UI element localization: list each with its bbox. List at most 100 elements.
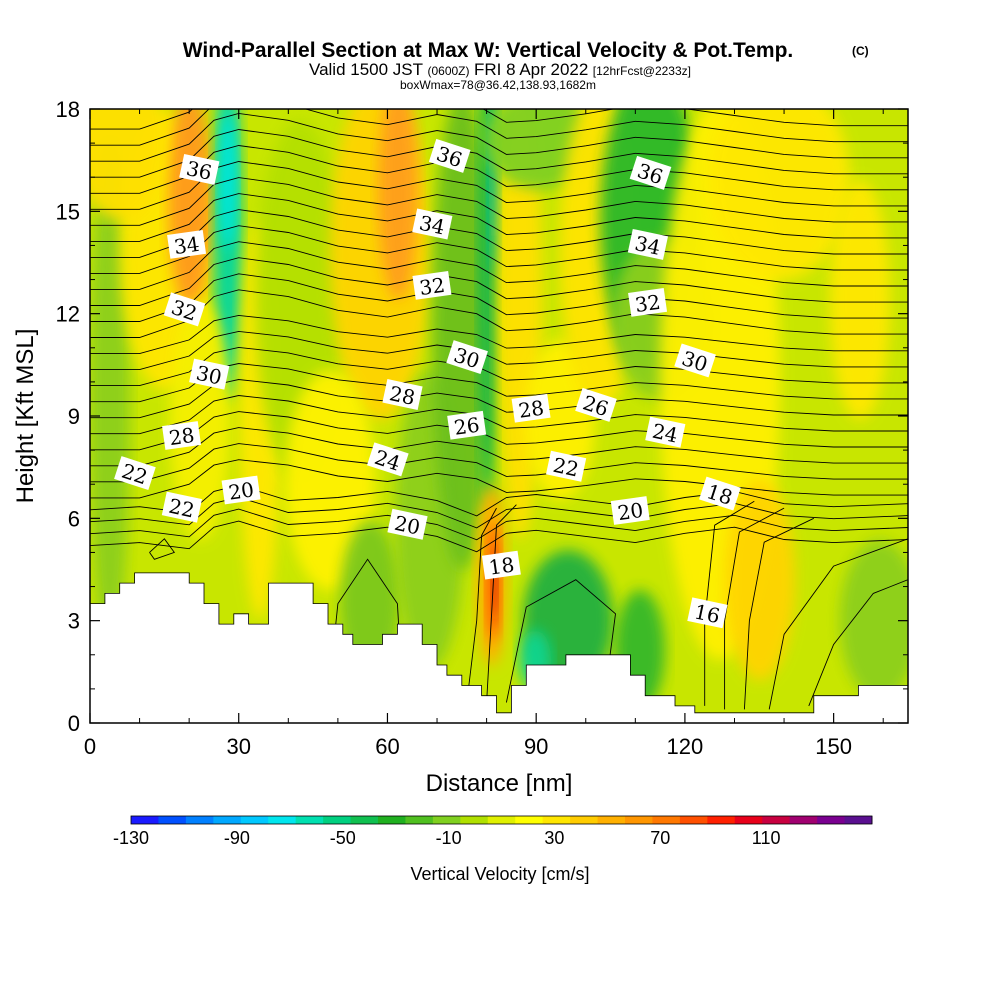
colorbar-swatch bbox=[625, 816, 653, 824]
colorbar-tick-label: 30 bbox=[544, 828, 564, 848]
copyright-mark: (C) bbox=[852, 44, 869, 58]
contour-label-text: 22 bbox=[167, 494, 197, 523]
contour-label-text: 20 bbox=[392, 511, 422, 540]
contour-label: 16 bbox=[687, 597, 728, 629]
colorbar-swatch bbox=[652, 816, 681, 824]
theta-contour bbox=[466, 507, 497, 703]
contour-label: 28 bbox=[511, 393, 551, 423]
colorbar-tick-label: -50 bbox=[330, 828, 356, 848]
colorbar-swatch bbox=[460, 816, 489, 824]
contour-label-text: 34 bbox=[172, 232, 201, 259]
theta-contour bbox=[90, 443, 908, 483]
theta-contour bbox=[90, 241, 908, 290]
theta-contour bbox=[768, 538, 908, 710]
x-axis: 0 30 60 90 120 150 bbox=[84, 109, 884, 759]
colorbar-swatch bbox=[817, 816, 846, 824]
contour-label: 26 bbox=[447, 410, 487, 440]
contour-label-text: 34 bbox=[633, 231, 663, 260]
colorbar-swatch bbox=[570, 816, 599, 824]
contour-label: 20 bbox=[610, 496, 650, 525]
contour-label: 32 bbox=[628, 288, 668, 317]
colorbar-swatch bbox=[158, 816, 187, 824]
contour-label: 22 bbox=[546, 450, 587, 482]
chart-subtitle: Valid 1500 JST (0600Z) FRI 8 Apr 2022 [1… bbox=[309, 60, 691, 79]
theta-contour bbox=[90, 145, 908, 194]
theta-contour bbox=[808, 579, 908, 707]
contour-label: 32 bbox=[163, 292, 206, 327]
contour-label-text: 32 bbox=[633, 290, 662, 317]
box-info: boxWmax=78@36.42,138.93,1682m bbox=[400, 78, 596, 92]
chart-title: Wind-Parallel Section at Max W: Vertical… bbox=[183, 39, 794, 62]
colorbar-tick-label: -90 bbox=[224, 828, 250, 848]
theta-contour bbox=[90, 427, 908, 467]
colorbar-swatch bbox=[432, 816, 461, 824]
y-tick-label: 6 bbox=[68, 506, 80, 531]
theta-contour bbox=[90, 109, 908, 146]
contour-label: 30 bbox=[189, 358, 230, 390]
theta-contour bbox=[90, 257, 908, 306]
colorbar-swatch bbox=[295, 816, 324, 824]
colorbar-swatch bbox=[405, 816, 434, 824]
contour-label: 36 bbox=[179, 153, 220, 185]
contour-label-text: 24 bbox=[650, 419, 680, 448]
contour-label-text: 18 bbox=[487, 552, 516, 579]
x-axis-label: Distance [nm] bbox=[426, 770, 573, 797]
contour-label: 22 bbox=[161, 491, 203, 523]
theta-contour bbox=[90, 289, 908, 338]
contour-label-text: 28 bbox=[387, 381, 417, 410]
colorbar-swatch bbox=[131, 816, 159, 824]
contour-label: 24 bbox=[366, 442, 409, 477]
contour-label: 36 bbox=[428, 138, 471, 173]
x-tick-label: 150 bbox=[815, 734, 852, 759]
colorbar-swatch bbox=[679, 816, 708, 824]
colorbar: -130 -90 -50 -10 30 70 110 bbox=[113, 815, 873, 848]
contour-label: 20 bbox=[387, 508, 428, 540]
theta-contour bbox=[90, 314, 908, 355]
x-tick-label: 120 bbox=[667, 734, 704, 759]
theta-contour bbox=[90, 273, 908, 322]
contour-label-text: 28 bbox=[167, 423, 196, 450]
x-tick-label: 90 bbox=[524, 734, 548, 759]
colorbar-swatch bbox=[844, 816, 873, 824]
colorbar-swatch bbox=[268, 816, 297, 824]
y-tick-label: 18 bbox=[56, 97, 80, 122]
x-tick-label: 30 bbox=[226, 734, 250, 759]
y-tick-label: 15 bbox=[56, 199, 80, 224]
colorbar-swatch bbox=[350, 816, 379, 824]
y-tick-label: 0 bbox=[68, 711, 80, 736]
contour-label-text: 26 bbox=[453, 413, 482, 440]
contour-label: 34 bbox=[627, 228, 669, 260]
theta-contour bbox=[90, 520, 908, 553]
contour-label-text: 22 bbox=[551, 453, 581, 482]
colorbar-tick-label: -130 bbox=[113, 828, 149, 848]
colorbar-swatch bbox=[240, 816, 269, 824]
contour-label: 28 bbox=[382, 379, 423, 411]
terrain bbox=[90, 572, 908, 723]
theta-contour bbox=[90, 209, 908, 258]
contour-label: 28 bbox=[162, 421, 202, 450]
y-tick-label: 3 bbox=[68, 609, 80, 634]
colorbar-swatch bbox=[789, 816, 818, 824]
colorbar-swatch bbox=[515, 816, 544, 824]
colorbar-swatch bbox=[762, 816, 791, 824]
colorbar-swatch bbox=[597, 816, 626, 824]
contour-label: 18 bbox=[481, 550, 521, 580]
theta-contour bbox=[90, 508, 908, 541]
theta-contour bbox=[505, 579, 616, 703]
colorbar-swatch bbox=[542, 816, 571, 824]
colorbar-swatch bbox=[734, 816, 763, 824]
contour-label-text: 34 bbox=[417, 211, 447, 240]
theta-contour bbox=[724, 507, 785, 710]
theta-contour bbox=[704, 500, 755, 706]
theta-contour bbox=[90, 109, 908, 130]
y-tick-label: 9 bbox=[68, 404, 80, 429]
contour-label: 20 bbox=[221, 475, 261, 505]
contour-label: 34 bbox=[412, 208, 453, 240]
colorbar-swatch bbox=[487, 816, 516, 824]
colorbar-swatch bbox=[707, 816, 736, 824]
contour-label-text: 20 bbox=[616, 498, 645, 525]
contour-label-text: 36 bbox=[184, 156, 214, 185]
